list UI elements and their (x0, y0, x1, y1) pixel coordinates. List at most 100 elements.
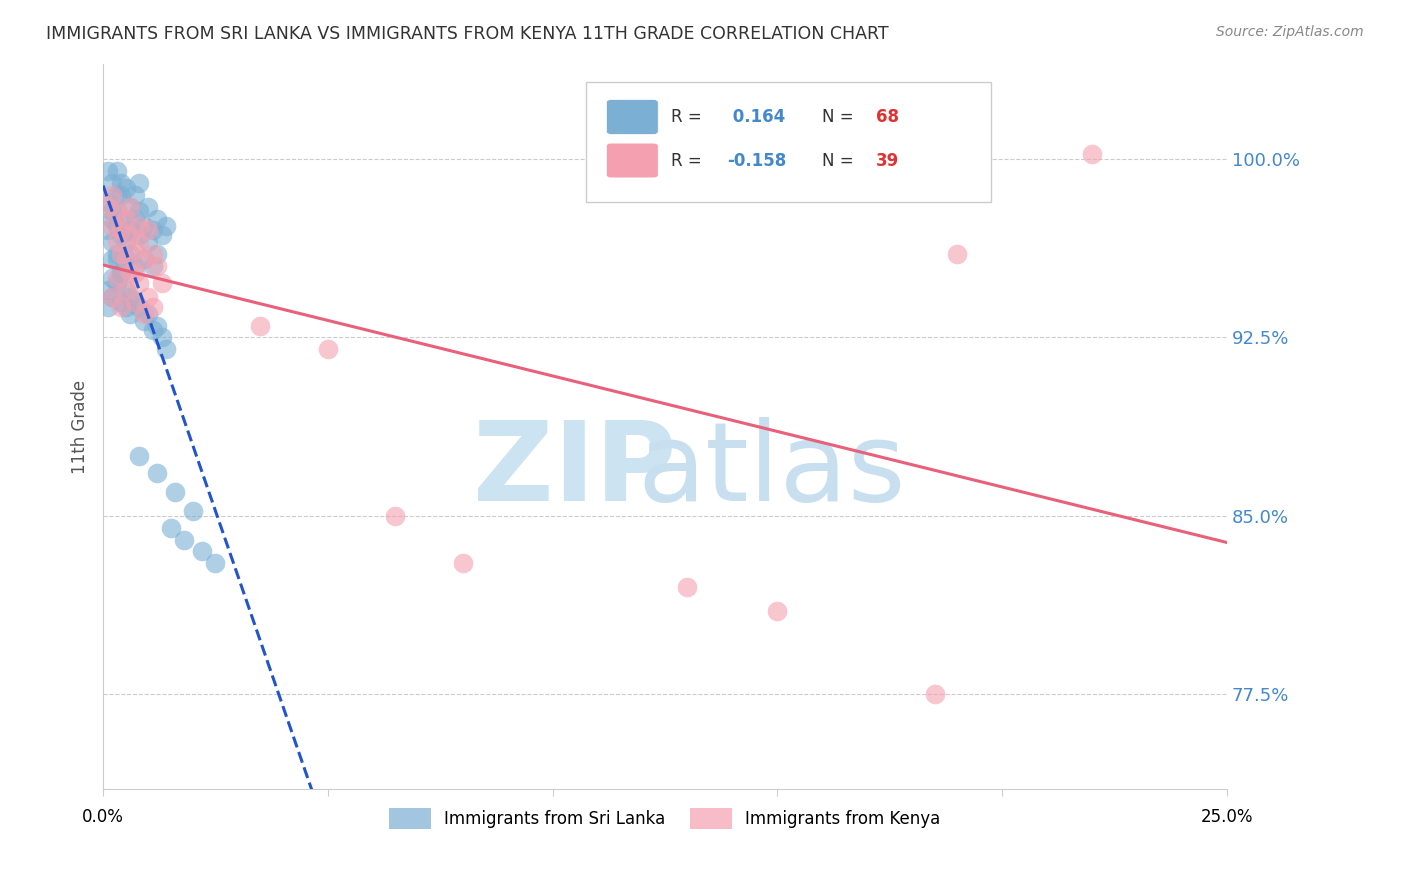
Point (114, 235, 136, 250)
Point (124, 211, 146, 226)
Point (146, 466, 169, 480)
Point (101, 271, 124, 285)
FancyBboxPatch shape (586, 82, 991, 202)
Point (173, 533, 195, 547)
Point (142, 259, 165, 273)
Point (97, 283, 120, 297)
Point (120, 247, 142, 261)
Point (150, 228, 173, 243)
Point (163, 485, 186, 500)
Point (105, 164, 128, 178)
Point (124, 259, 146, 273)
Point (146, 259, 169, 273)
Point (101, 290, 124, 304)
Point (124, 294, 146, 309)
Point (132, 219, 155, 233)
Text: -0.158: -0.158 (727, 152, 786, 169)
Point (114, 283, 136, 297)
Point (451, 557, 474, 571)
Point (146, 247, 169, 261)
Text: 68: 68 (876, 108, 900, 126)
Point (155, 343, 177, 357)
Point (110, 266, 132, 280)
Point (132, 307, 155, 321)
Point (136, 223, 159, 237)
Point (136, 235, 159, 250)
Text: 39: 39 (876, 152, 900, 169)
Point (128, 176, 150, 190)
Point (128, 219, 150, 233)
Point (97, 223, 120, 237)
Point (120, 223, 142, 237)
Point (110, 228, 132, 243)
Text: R =: R = (671, 152, 707, 169)
Point (150, 330, 173, 344)
Text: Source: ZipAtlas.com: Source: ZipAtlas.com (1216, 25, 1364, 39)
Point (110, 176, 132, 190)
Point (128, 276, 150, 290)
Point (105, 219, 128, 233)
Point (120, 200, 142, 214)
Text: 0.0%: 0.0% (82, 808, 124, 826)
Point (105, 187, 128, 202)
Point (150, 276, 173, 290)
Point (128, 300, 150, 314)
Point (132, 314, 155, 328)
Point (128, 228, 150, 243)
Point (136, 307, 159, 321)
Point (114, 180, 136, 194)
Point (142, 300, 165, 314)
Text: ZIP: ZIP (474, 417, 676, 524)
Point (110, 247, 132, 261)
Point (105, 271, 128, 285)
Text: IMMIGRANTS FROM SRI LANKA VS IMMIGRANTS FROM KENYA 11TH GRADE CORRELATION CHART: IMMIGRANTS FROM SRI LANKA VS IMMIGRANTS … (46, 25, 889, 43)
Text: atlas: atlas (637, 417, 905, 524)
Point (946, 247, 969, 261)
Point (110, 266, 132, 280)
Point (105, 276, 128, 290)
Point (181, 504, 204, 518)
Point (110, 300, 132, 314)
Point (101, 211, 124, 226)
Point (101, 176, 124, 190)
Point (97, 200, 120, 214)
Point (120, 307, 142, 321)
Text: R =: R = (671, 108, 707, 126)
Point (120, 200, 142, 214)
Point (124, 187, 146, 202)
Point (114, 283, 136, 297)
Point (114, 211, 136, 226)
Point (97, 300, 120, 314)
Point (146, 318, 169, 333)
Point (101, 219, 124, 233)
FancyBboxPatch shape (606, 100, 658, 135)
Point (191, 544, 214, 558)
Point (105, 247, 128, 261)
Point (114, 300, 136, 314)
Point (101, 187, 124, 202)
Point (105, 204, 128, 219)
Point (105, 204, 128, 219)
Point (105, 252, 128, 266)
Point (120, 228, 142, 243)
Point (110, 294, 132, 309)
Point (676, 580, 699, 594)
Point (120, 266, 142, 280)
Point (128, 235, 150, 250)
Text: 0.164: 0.164 (727, 108, 785, 126)
Text: N =: N = (823, 108, 859, 126)
Point (97, 164, 120, 178)
Point (924, 687, 946, 701)
Point (132, 252, 155, 266)
Y-axis label: 11th Grade: 11th Grade (72, 380, 89, 474)
Point (132, 252, 155, 266)
Point (249, 318, 271, 333)
Point (136, 200, 159, 214)
FancyBboxPatch shape (606, 143, 658, 178)
Point (124, 266, 146, 280)
Point (101, 290, 124, 304)
Point (101, 252, 124, 266)
Legend: Immigrants from Sri Lanka, Immigrants from Kenya: Immigrants from Sri Lanka, Immigrants fr… (382, 802, 948, 835)
Point (142, 323, 165, 337)
Point (766, 604, 789, 618)
